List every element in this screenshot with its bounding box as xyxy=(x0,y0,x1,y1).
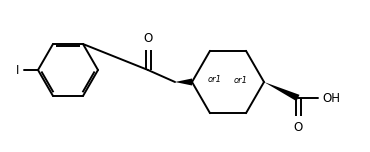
Text: or1: or1 xyxy=(208,76,222,85)
Text: I: I xyxy=(16,64,19,76)
Polygon shape xyxy=(175,78,192,85)
Text: OH: OH xyxy=(322,92,340,105)
Text: O: O xyxy=(144,32,153,45)
Text: or1: or1 xyxy=(234,76,248,85)
Polygon shape xyxy=(264,82,299,101)
Text: O: O xyxy=(293,121,303,134)
